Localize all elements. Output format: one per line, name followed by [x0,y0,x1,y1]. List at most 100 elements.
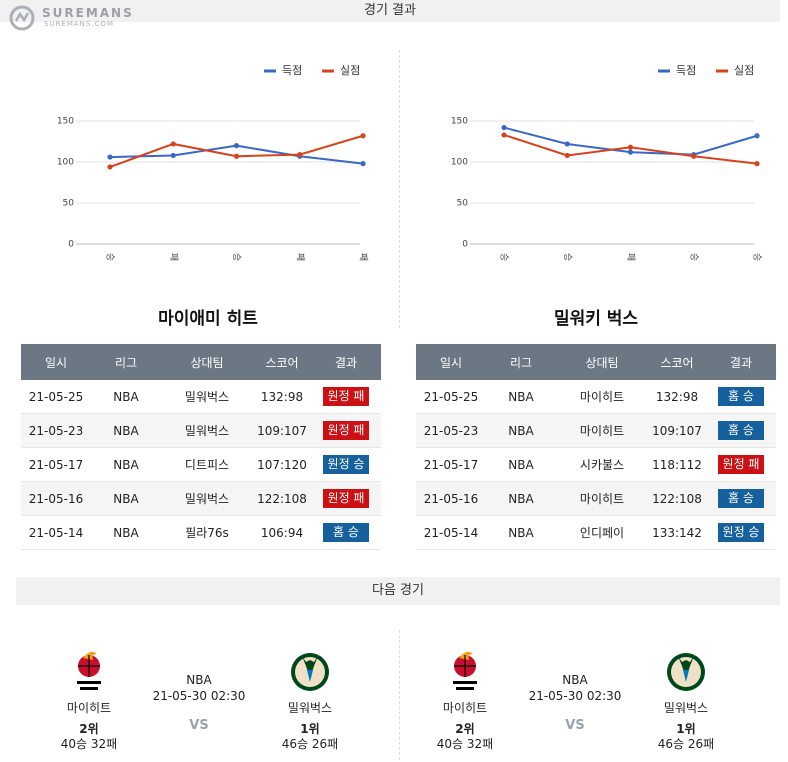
table-row: 21-05-25 NBA 마이히트 132:98 홈 승 [416,380,776,414]
table-row: 21-05-17 NBA 디트피스 107:120 원정 승 [21,448,381,482]
table-cell: 원정 패 [311,387,381,406]
table-cell: 마이히트 [579,424,625,438]
team-record: 40승 32패 [436,737,494,751]
table-cell: 133:142 [652,525,702,540]
data-point [754,161,760,167]
column-header: 스코어 [660,355,694,370]
results-table: 일시 리그 상대팀 스코어 결과 21-05-25 NBA 밀워벅스 132:98 원정 패 21-… [21,344,381,550]
table-row: 21-05-17 NBA 시카불스 118:112 원정 패 [416,448,776,482]
match-info: NBA 21-05-30 02:30 VS [144,672,254,733]
table-cell: 마이히트 [579,492,625,506]
table-cell: 필라76s [185,526,229,540]
column-header: 리그 [509,355,533,370]
team-block: 마이히트 2위 40승 32패 [410,630,520,751]
data-point [107,154,113,160]
table-cell: 21-05-14 [423,525,479,540]
column-header: 결과 [729,355,753,370]
table-cell: 홈 승 [311,523,381,542]
table-cell: NBA [113,491,139,506]
table-cell: 122:108 [652,491,702,506]
league: NBA [562,673,588,687]
match-time: 21-05-30 02:30 [152,689,246,703]
team-rank: 1위 [300,722,320,736]
divider [399,630,400,760]
team-record: 46승 26패 [281,737,339,751]
data-point [754,133,760,139]
section-header: 경기 결과 [0,0,780,22]
section-title: 다음 경기 [372,583,424,598]
result-badge: 홈 승 [718,387,764,406]
x-tick-label: 패 [294,253,305,261]
divider [399,50,400,328]
team-block: 밀워벅스 1위 46승 26패 [255,630,365,751]
team-logo-wrap [34,630,144,700]
table-cell: 106:94 [260,525,304,540]
team-title: 마이애미 히트 [158,309,258,329]
table-cell: 홈 승 [706,387,776,406]
column-header: 상대팀 [190,355,224,370]
table-cell: 인디페이 [579,526,625,540]
logo-icon [9,5,35,31]
table-cell: 21-05-14 [28,525,84,540]
team-record: 40승 32패 [60,737,118,751]
table-cell: 21-05-17 [423,457,479,472]
table-cell: 132:98 [260,389,304,404]
y-tick-label: 0 [462,240,468,250]
data-point [170,141,176,147]
y-tick-label: 0 [68,240,74,250]
table-cell: 밀워벅스 [184,390,230,404]
team-logo-wrap [255,630,365,700]
table-cell: NBA [508,525,534,540]
table-cell: 109:107 [652,423,702,438]
table-cell: 21-05-16 [423,491,479,506]
column-header: 스코어 [265,355,299,370]
table-cell: 21-05-17 [28,457,84,472]
result-badge: 홈 승 [323,523,369,542]
data-point [233,153,240,159]
data-point [107,164,113,170]
column-header: 일시 [439,355,463,370]
table-row: 21-05-16 NBA 마이히트 122:108 홈 승 [416,482,776,516]
versus: VS [565,718,585,733]
logo: SUREMANS SUREMANS.COM [8,4,132,32]
column-header: 일시 [44,355,68,370]
legend-label: 실점 [734,64,754,77]
logo-text: SUREMANS [42,6,134,20]
table-header: 일시 리그 상대팀 스코어 결과 [416,344,776,380]
data-point [691,153,697,159]
table-cell: NBA [113,525,139,540]
table-row: 21-05-23 NBA 밀워벅스 109:107 원정 패 [21,414,381,448]
column-header: 리그 [114,355,138,370]
chart: 0 50 100 150 승 패 승 패 패 득점 실점 [57,64,369,261]
table-cell: 원정 패 [706,455,776,474]
table-cell: 원정 승 [311,455,381,474]
x-tick-label: 패 [625,253,636,261]
data-point [627,144,634,150]
result-badge: 원정 패 [323,421,369,440]
table-header: 일시 리그 상대팀 스코어 결과 [21,344,381,380]
table-cell: 마이히트 [579,390,625,404]
table-cell: NBA [113,457,139,472]
next-game-card: 마이히트 2위 40승 32패 밀워벅스 1위 46승 26패 NBA 21-05-30 02… [376,630,770,760]
league: NBA [186,673,212,687]
table-row: 21-05-14 NBA 인디페이 133:142 원정 승 [416,516,776,550]
team-title: 밀워키 벅스 [553,309,639,329]
table-cell: 홈 승 [706,489,776,508]
data-point [297,152,303,158]
team-logo-wrap [410,630,520,700]
y-tick-label: 150 [57,117,74,127]
team-logo [667,653,705,691]
section-title: 경기 결과 [364,3,416,18]
x-tick-label: 승 [105,253,116,261]
team-logo-wrap [631,630,741,700]
table-row: 21-05-25 NBA 밀워벅스 132:98 원정 패 [21,380,381,414]
team-rank: 1위 [676,722,696,736]
match-time: 21-05-30 02:30 [528,689,622,703]
chart: 0 50 100 150 승 승 패 승 승 득점 실점 [451,64,763,261]
section-header: 다음 경기 [16,577,780,605]
data-point [564,152,570,159]
data-point [170,152,176,159]
versus: VS [189,718,209,733]
team-rank: 2위 [79,722,99,736]
team-logo [291,653,329,691]
